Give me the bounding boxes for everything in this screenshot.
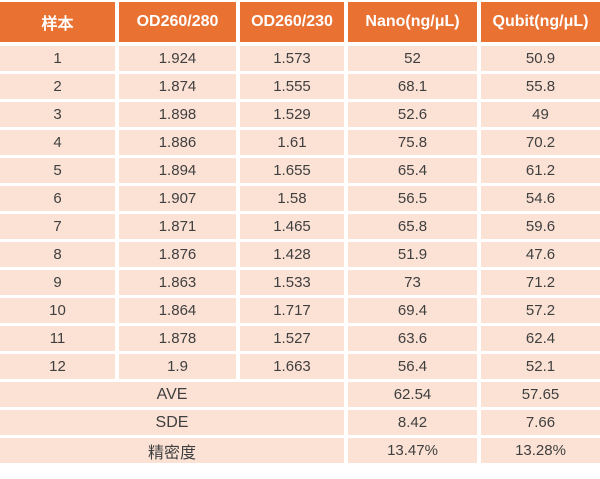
column-header-od260-230: OD260/230 xyxy=(240,2,348,46)
nano-cell: 51.9 xyxy=(348,242,481,270)
table-row: 11 1.878 1.527 63.6 62.4 xyxy=(0,326,600,354)
qubit-cell: 62.4 xyxy=(481,326,600,354)
summary-qubit-cell: 13.28% xyxy=(481,438,600,466)
table-header-row: 样本 OD260/280 OD260/230 Nano(ng/μL) Qubit… xyxy=(0,2,600,46)
summary-row: SDE 8.42 7.66 xyxy=(0,410,600,438)
od260-230-cell: 1.58 xyxy=(240,186,348,214)
summary-nano-cell: 13.47% xyxy=(348,438,481,466)
column-header-qubit: Qubit(ng/μL) xyxy=(481,2,600,46)
od260-280-cell: 1.9 xyxy=(119,354,240,382)
table-row: 12 1.9 1.663 56.4 52.1 xyxy=(0,354,600,382)
nano-cell: 63.6 xyxy=(348,326,481,354)
table-row: 2 1.874 1.555 68.1 55.8 xyxy=(0,74,600,102)
table-row: 10 1.864 1.717 69.4 57.2 xyxy=(0,298,600,326)
sample-id-cell: 10 xyxy=(0,298,119,326)
od260-280-cell: 1.874 xyxy=(119,74,240,102)
od260-280-cell: 1.863 xyxy=(119,270,240,298)
qubit-cell: 70.2 xyxy=(481,130,600,158)
summary-label-cell: SDE xyxy=(0,410,348,438)
qubit-cell: 54.6 xyxy=(481,186,600,214)
summary-qubit-cell: 7.66 xyxy=(481,410,600,438)
sample-id-cell: 1 xyxy=(0,46,119,74)
table-body: 1 1.924 1.573 52 50.9 2 1.874 1.555 68.1 55.8 3 1.8… xyxy=(0,46,600,466)
od260-280-cell: 1.894 xyxy=(119,158,240,186)
nano-cell: 56.4 xyxy=(348,354,481,382)
nano-cell: 65.4 xyxy=(348,158,481,186)
table-row: 5 1.894 1.655 65.4 61.2 xyxy=(0,158,600,186)
nano-cell: 73 xyxy=(348,270,481,298)
sample-id-cell: 9 xyxy=(0,270,119,298)
qubit-cell: 49 xyxy=(481,102,600,130)
od260-230-cell: 1.555 xyxy=(240,74,348,102)
table-row: 7 1.871 1.465 65.8 59.6 xyxy=(0,214,600,242)
od260-230-cell: 1.465 xyxy=(240,214,348,242)
sample-id-cell: 11 xyxy=(0,326,119,354)
sample-id-cell: 2 xyxy=(0,74,119,102)
summary-qubit-cell: 57.65 xyxy=(481,382,600,410)
qubit-cell: 61.2 xyxy=(481,158,600,186)
summary-row: 精密度 13.47% 13.28% xyxy=(0,438,600,466)
qubit-cell: 50.9 xyxy=(481,46,600,74)
od260-280-cell: 1.876 xyxy=(119,242,240,270)
qubit-cell: 57.2 xyxy=(481,298,600,326)
summary-nano-cell: 8.42 xyxy=(348,410,481,438)
od260-280-cell: 1.907 xyxy=(119,186,240,214)
table-row: 4 1.886 1.61 75.8 70.2 xyxy=(0,130,600,158)
od260-230-cell: 1.533 xyxy=(240,270,348,298)
od260-230-cell: 1.529 xyxy=(240,102,348,130)
od260-230-cell: 1.573 xyxy=(240,46,348,74)
od260-280-cell: 1.886 xyxy=(119,130,240,158)
od260-280-cell: 1.864 xyxy=(119,298,240,326)
od260-230-cell: 1.428 xyxy=(240,242,348,270)
od260-230-cell: 1.61 xyxy=(240,130,348,158)
table-row: 1 1.924 1.573 52 50.9 xyxy=(0,46,600,74)
sample-id-cell: 3 xyxy=(0,102,119,130)
table-row: 8 1.876 1.428 51.9 47.6 xyxy=(0,242,600,270)
sample-id-cell: 7 xyxy=(0,214,119,242)
qubit-cell: 52.1 xyxy=(481,354,600,382)
table-row: 6 1.907 1.58 56.5 54.6 xyxy=(0,186,600,214)
nano-cell: 75.8 xyxy=(348,130,481,158)
od260-280-cell: 1.878 xyxy=(119,326,240,354)
sample-id-cell: 12 xyxy=(0,354,119,382)
od260-230-cell: 1.717 xyxy=(240,298,348,326)
nano-cell: 52 xyxy=(348,46,481,74)
column-header-od260-280: OD260/280 xyxy=(119,2,240,46)
od260-280-cell: 1.898 xyxy=(119,102,240,130)
summary-label-cell: AVE xyxy=(0,382,348,410)
qubit-cell: 55.8 xyxy=(481,74,600,102)
qubit-cell: 59.6 xyxy=(481,214,600,242)
nano-cell: 56.5 xyxy=(348,186,481,214)
table-row: 3 1.898 1.529 52.6 49 xyxy=(0,102,600,130)
column-header-nano: Nano(ng/μL) xyxy=(348,2,481,46)
summary-row: AVE 62.54 57.65 xyxy=(0,382,600,410)
sample-qc-table: 样本 OD260/280 OD260/230 Nano(ng/μL) Qubit… xyxy=(0,2,600,466)
qubit-cell: 71.2 xyxy=(481,270,600,298)
od260-230-cell: 1.663 xyxy=(240,354,348,382)
od260-230-cell: 1.527 xyxy=(240,326,348,354)
summary-label-cell: 精密度 xyxy=(0,438,348,466)
od260-280-cell: 1.924 xyxy=(119,46,240,74)
summary-nano-cell: 62.54 xyxy=(348,382,481,410)
nano-cell: 52.6 xyxy=(348,102,481,130)
sample-id-cell: 8 xyxy=(0,242,119,270)
qubit-cell: 47.6 xyxy=(481,242,600,270)
od260-280-cell: 1.871 xyxy=(119,214,240,242)
nano-cell: 68.1 xyxy=(348,74,481,102)
sample-id-cell: 6 xyxy=(0,186,119,214)
od260-230-cell: 1.655 xyxy=(240,158,348,186)
table-row: 9 1.863 1.533 73 71.2 xyxy=(0,270,600,298)
sample-id-cell: 4 xyxy=(0,130,119,158)
nano-cell: 69.4 xyxy=(348,298,481,326)
nano-cell: 65.8 xyxy=(348,214,481,242)
sample-id-cell: 5 xyxy=(0,158,119,186)
column-header-sample: 样本 xyxy=(0,2,119,46)
